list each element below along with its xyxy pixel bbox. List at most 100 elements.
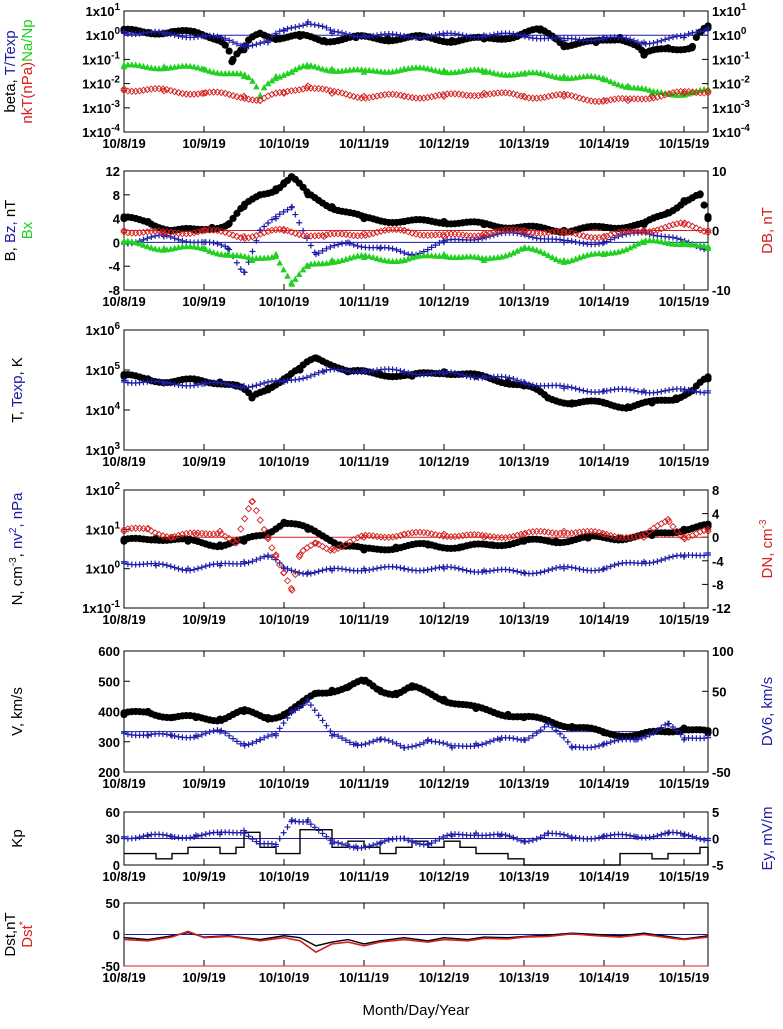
trace-point [549, 724, 556, 731]
trace-point [506, 251, 513, 258]
trace-point [666, 35, 673, 42]
trace-point [303, 374, 310, 381]
y2-tick-label: -50 [712, 765, 731, 780]
trace-point [537, 727, 544, 734]
x-tick-label: 10/11/19 [339, 454, 389, 469]
trace-point [486, 738, 493, 745]
trace-point [276, 561, 284, 569]
trace-point [221, 532, 229, 541]
trace-point [548, 253, 556, 261]
trace-point [143, 85, 151, 94]
trace-point [571, 529, 580, 537]
trace-point [178, 530, 187, 538]
trace-point [237, 93, 245, 102]
trace-point [284, 824, 291, 831]
trace-point [249, 740, 256, 747]
trace-point [257, 40, 264, 47]
trace-point [257, 381, 264, 388]
trace-point [237, 70, 245, 77]
trace-point [572, 385, 579, 392]
trace-point [296, 219, 303, 226]
trace-point [295, 270, 303, 277]
trace-point [557, 730, 564, 737]
series-black [124, 828, 709, 866]
trace-point [260, 84, 268, 91]
trace-point [202, 245, 210, 253]
trace-point [525, 34, 532, 41]
trace-point [575, 94, 584, 102]
series-blue [121, 203, 711, 276]
trace-point [518, 569, 525, 576]
x-tick-label: 10/13/19 [499, 776, 550, 791]
trace-point [704, 213, 712, 221]
trace-point [366, 739, 373, 746]
trace-point [595, 240, 602, 247]
data-point [328, 89, 336, 97]
trace-point [401, 368, 408, 375]
trace-point [662, 555, 669, 562]
trace-point [218, 241, 225, 248]
series-black [120, 518, 712, 554]
trace-point [292, 211, 299, 218]
trace-point [653, 93, 662, 101]
trace-point [448, 369, 455, 376]
trace-point [649, 94, 658, 102]
trace-point [253, 556, 260, 563]
trace-point [307, 821, 314, 828]
data-point [360, 533, 368, 541]
trace-point [654, 237, 661, 244]
trace-point [311, 21, 318, 28]
trace-point [241, 515, 249, 523]
y-tick-label: 8 [113, 188, 120, 203]
trace-point [241, 234, 249, 242]
trace-point [541, 723, 548, 730]
trace-point [685, 30, 692, 37]
y2-tick-label: 1x10-3 [712, 99, 750, 116]
trace-point [291, 86, 299, 94]
trace-point [272, 252, 280, 260]
trace-point [265, 552, 272, 559]
trace-point [572, 238, 579, 245]
trace-point [198, 65, 206, 72]
trace-point [327, 728, 334, 735]
data-point [304, 82, 312, 90]
trace-point [595, 36, 602, 43]
trace-point [248, 497, 257, 505]
x-tick-label: 10/8/19 [102, 776, 145, 791]
trace-point [634, 95, 642, 103]
trace-point [696, 226, 704, 234]
trace-point [424, 231, 432, 239]
trace-point [268, 77, 276, 84]
panel-frame [123, 489, 709, 609]
trace-point [673, 235, 680, 242]
trace-point [603, 97, 611, 105]
trace-point [428, 566, 435, 573]
trace-point [338, 89, 346, 97]
trace-point [265, 37, 272, 44]
trace-point [307, 372, 314, 379]
trace-point [280, 71, 287, 78]
trace-point [599, 566, 606, 573]
trace-point [607, 739, 614, 746]
trace-point [575, 231, 584, 239]
trace-point [654, 558, 661, 565]
trace-point [334, 88, 342, 96]
y-tick-label: 1x10-1 [82, 50, 120, 67]
x-tick-label: 10/13/19 [499, 869, 550, 884]
trace-point [541, 568, 548, 575]
trace-point [571, 93, 580, 101]
trace-point [533, 246, 540, 253]
trace-point [560, 529, 568, 537]
trace-point [669, 723, 676, 730]
trace-point [132, 835, 139, 842]
x-tick-label: 10/12/19 [419, 869, 470, 884]
trace-point [579, 232, 588, 240]
trace-point [370, 367, 377, 374]
trace-point [315, 568, 322, 575]
x-tick-label: 10/9/19 [182, 612, 225, 627]
trace-point [186, 62, 194, 69]
trace-point [276, 259, 284, 266]
trace-point [583, 96, 591, 104]
y-tick-label: 1x104 [86, 401, 121, 418]
trace-point [280, 27, 287, 34]
